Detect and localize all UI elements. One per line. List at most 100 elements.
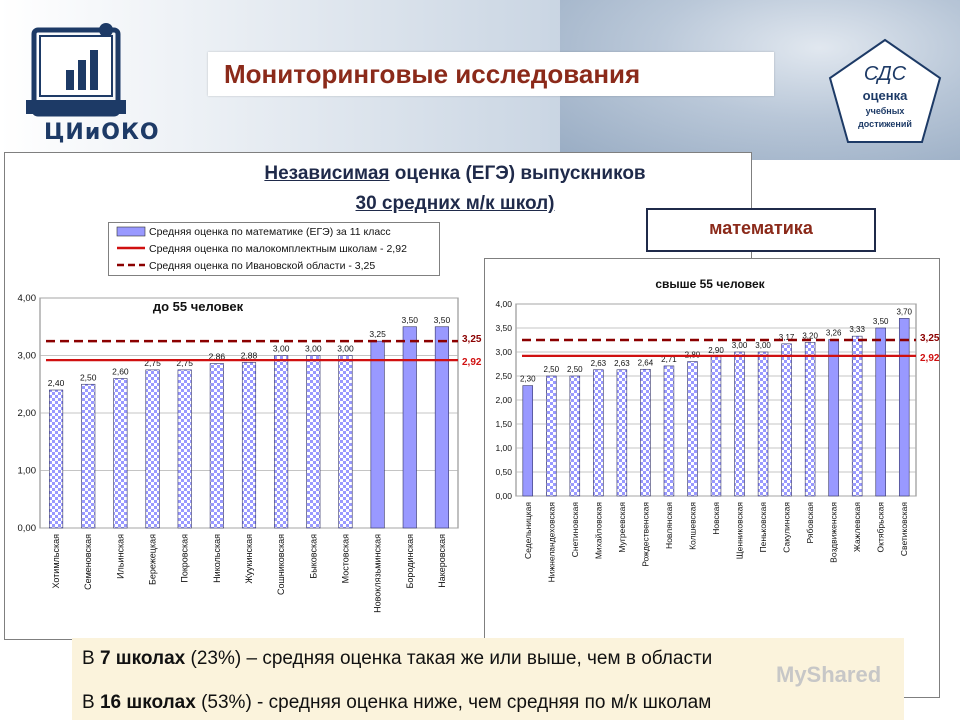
bar-value-label: 2,60 xyxy=(112,367,129,377)
y-tick-label: 3,50 xyxy=(495,323,512,333)
x-category-label: Мостовская xyxy=(340,534,350,583)
bar-value-label: 3,26 xyxy=(826,329,842,338)
bar-value-label: 2,71 xyxy=(661,355,677,364)
bar-value-label: 3,50 xyxy=(401,315,418,325)
bar-value-label: 3,00 xyxy=(337,344,354,354)
bar xyxy=(851,335,863,497)
bar xyxy=(804,342,816,497)
bar-value-label: 3,17 xyxy=(779,333,795,342)
x-category-label: Воздвиженская xyxy=(829,502,839,563)
bar xyxy=(875,327,886,497)
conclusion-2-bold: 16 школах xyxy=(99,692,196,713)
x-category-label: Новская xyxy=(711,502,721,535)
logo-icon xyxy=(26,23,126,117)
sds-logo-line2: оценка xyxy=(863,88,909,103)
bar xyxy=(241,362,257,529)
y-tick-label: 2,00 xyxy=(18,408,37,419)
bar-value-label: 2,50 xyxy=(544,365,560,374)
bar-value-label: 3,00 xyxy=(273,344,290,354)
x-category-label: Рождественская xyxy=(640,502,650,567)
conclusion-line-1: В 7 школах (23%) – средняя оценка такая … xyxy=(82,648,712,670)
bar xyxy=(522,385,534,497)
bar-value-label: 3,25 xyxy=(369,329,386,339)
x-category-label: Нижнеландеховская xyxy=(546,502,556,583)
bar xyxy=(757,351,769,497)
x-category-label: Снетиновская xyxy=(570,502,580,558)
sds-logo-line4: достижений xyxy=(858,119,912,129)
reference-line-label: 3,25 xyxy=(462,334,482,345)
x-category-label: Михайловская xyxy=(593,502,603,560)
bar xyxy=(306,355,321,529)
x-category-label: Бородинская xyxy=(405,534,415,589)
legend-item-3: Средняя оценка по Ивановской области - 3… xyxy=(149,260,375,272)
bar xyxy=(687,361,698,497)
conclusion-box: В 7 школах (23%) – средняя оценка такая … xyxy=(72,638,904,720)
bar xyxy=(209,363,224,529)
x-category-label: Хотимльская xyxy=(51,534,61,589)
x-category-label: Никольская xyxy=(212,534,222,583)
chart-title: до 55 человек xyxy=(153,299,244,314)
y-tick-label: 1,00 xyxy=(495,443,512,453)
bar-value-label: 2,50 xyxy=(80,372,97,382)
bar-value-label: 2,86 xyxy=(209,352,226,362)
x-category-label: Октябрьская xyxy=(876,502,886,553)
x-category-label: Пеньковская xyxy=(758,502,768,553)
sds-logo-line1: СДС xyxy=(864,63,907,85)
bar xyxy=(640,368,651,497)
x-category-label: Покровская xyxy=(180,534,190,583)
bar xyxy=(593,369,604,497)
x-category-label: Седельницкая xyxy=(523,502,533,559)
bar xyxy=(402,326,417,529)
bar-value-label: 2,30 xyxy=(520,375,536,384)
bar xyxy=(663,365,675,497)
x-category-label: Жуукинская xyxy=(244,534,254,584)
subtitle-line2: 30 средних м/к школ) xyxy=(355,193,555,214)
reference-line-label: 3,25 xyxy=(920,333,940,344)
bar-value-label: 2,90 xyxy=(708,346,724,355)
bar xyxy=(274,355,289,529)
y-tick-label: 1,50 xyxy=(495,419,512,429)
y-tick-label: 0,00 xyxy=(18,523,37,534)
bar-value-label: 2,64 xyxy=(638,358,654,367)
bar xyxy=(49,389,64,529)
subject-box: математика xyxy=(646,208,876,252)
page-title: Мониторинговые исследования xyxy=(224,59,641,89)
bar-value-label: 2,50 xyxy=(567,365,583,374)
bar xyxy=(734,351,745,497)
x-category-label: Жажлевская xyxy=(852,502,862,552)
chart-small-schools: 0,00 1,00 2,00 3,00 4,00 2,40 Хотимльская 2,50 С… xyxy=(18,293,482,613)
bar-value-label: 3,50 xyxy=(434,315,451,325)
y-tick-label: 3,00 xyxy=(495,347,512,357)
legend-swatch-bars xyxy=(116,226,146,237)
logo-text: ЦИиОКО xyxy=(44,120,160,145)
x-category-label: Сакулинская xyxy=(782,502,792,553)
bar-value-label: 3,00 xyxy=(732,341,748,350)
subtitle-underlined-word: Независимая xyxy=(264,163,390,184)
bar-value-label: 2,75 xyxy=(176,358,193,368)
x-category-label: Ильинская xyxy=(115,534,125,579)
y-tick-label: 4,00 xyxy=(495,299,512,309)
bar-value-label: 3,20 xyxy=(802,331,818,340)
legend-item-2: Средняя оценка по малокомплектным школам… xyxy=(149,243,407,255)
bar xyxy=(434,326,449,529)
x-category-label: Мугреевская xyxy=(617,502,627,553)
legend-svg: Средняя оценка по математике (ЕГЭ) за 11… xyxy=(116,226,407,272)
bar xyxy=(370,340,385,529)
legend-item-1: Средняя оценка по математике (ЕГЭ) за 11… xyxy=(149,226,391,238)
x-category-label: Семеновская xyxy=(83,534,93,590)
bar xyxy=(616,369,628,497)
x-category-label: Бережецкая xyxy=(148,534,158,585)
x-category-label: Быковская xyxy=(308,534,318,579)
y-tick-label: 1,00 xyxy=(18,466,37,477)
bar-value-label: 2,63 xyxy=(614,359,630,368)
title-box: Мониторинговые исследования xyxy=(208,52,774,96)
bar xyxy=(113,378,128,529)
bar xyxy=(569,375,581,497)
x-category-label: Щенниковская xyxy=(735,502,745,560)
y-tick-label: 0,00 xyxy=(495,491,512,501)
bar-value-label: 2,63 xyxy=(591,359,607,368)
bar xyxy=(145,369,160,529)
subject-label: математика xyxy=(709,218,813,238)
y-tick-label: 2,00 xyxy=(495,395,512,405)
conclusion-1-bold: 7 школах xyxy=(99,648,186,669)
